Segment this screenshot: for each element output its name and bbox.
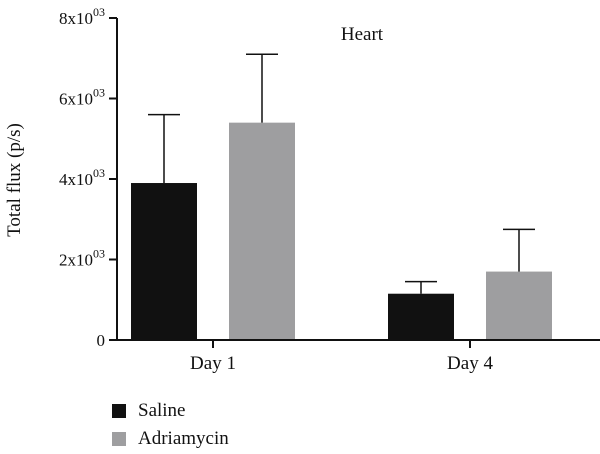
bars — [131, 53, 552, 341]
y-tick-label: 2x1003 — [59, 247, 105, 270]
x-tick-label: Day 1 — [190, 353, 236, 374]
bar-adriamycin-day-1 — [229, 122, 295, 341]
bar-adriamycin-day-4 — [486, 271, 552, 340]
legend-label-adriamycin: Adriamycin — [138, 428, 229, 449]
legend-item-saline: Saline — [112, 400, 186, 422]
chart-title: Heart — [341, 24, 384, 45]
y-tick-label: 0 — [97, 331, 106, 350]
y-tick-label: 6x1003 — [59, 86, 105, 109]
legend-swatch-adriamycin — [112, 432, 126, 446]
x-tick-label: Day 4 — [447, 353, 493, 374]
legend-item-adriamycin: Adriamycin — [112, 428, 229, 450]
y-tick-label: 4x1003 — [59, 166, 105, 189]
y-axis-label: Total flux (p/s) — [4, 123, 25, 237]
bar-saline-day-4 — [388, 293, 454, 340]
bar-saline-day-1 — [131, 183, 197, 340]
y-tick-label: 8x1003 — [59, 5, 105, 28]
legend-label-saline: Saline — [138, 400, 186, 421]
y-axis-ticks: 0 2x1003 4x1003 6x1003 8x1003 — [59, 5, 117, 350]
x-axis-ticks: Day 1 Day 4 — [190, 340, 493, 374]
legend-swatch-saline — [112, 404, 126, 418]
